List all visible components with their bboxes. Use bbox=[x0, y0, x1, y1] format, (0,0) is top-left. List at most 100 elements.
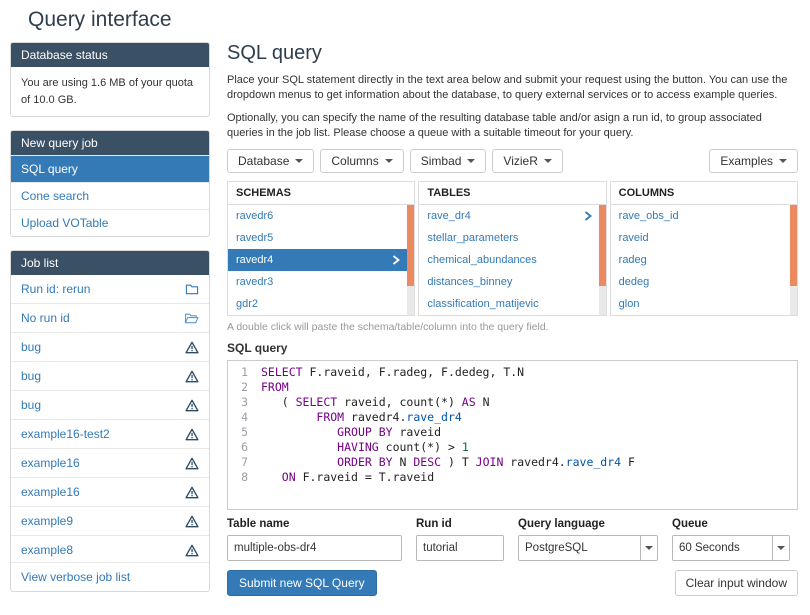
job-link-run-id-rerun[interactable]: Run id: rerun bbox=[21, 282, 90, 296]
job-link-example16[interactable]: example16 bbox=[21, 485, 80, 499]
browser-item-label: ravedr3 bbox=[236, 276, 273, 288]
browser-item-label: gdr2 bbox=[236, 298, 258, 310]
sql-editor[interactable]: 12345678 SELECT F.raveid, F.radeg, F.ded… bbox=[227, 360, 798, 510]
warning-icon bbox=[185, 544, 199, 557]
new-query-job-list: SQL queryCone searchUpload VOTable bbox=[11, 155, 209, 236]
intro-paragraph-1: Place your SQL statement directly in the… bbox=[227, 73, 798, 104]
browser-item-label: radeg bbox=[619, 254, 647, 266]
examples-dropdown[interactable]: Examples bbox=[709, 149, 798, 173]
browser-column-tables: TABLESrave_dr4stellar_parameterschemical… bbox=[418, 181, 606, 316]
vizier-dropdown-label: VizieR bbox=[503, 154, 537, 168]
job-list-item[interactable]: example8 bbox=[11, 535, 209, 562]
warning-icon bbox=[185, 399, 199, 412]
query-language-label: Query language bbox=[518, 518, 658, 530]
main-content: SQL query Place your SQL statement direc… bbox=[227, 42, 798, 596]
browser-column-schemas: SCHEMASravedr6 ravedr5 ravedr4 ravedr3 gdr2 bbox=[227, 181, 415, 316]
browser-item-stellar-parameters[interactable]: stellar_parameters bbox=[419, 227, 605, 249]
browser-item-rave-obs-id[interactable]: rave_obs_id bbox=[611, 205, 797, 227]
job-list-item[interactable]: Run id: rerun bbox=[11, 275, 209, 303]
sidebar-item-sql-query[interactable]: SQL query bbox=[11, 155, 209, 182]
browser-item-label: ravedr5 bbox=[236, 232, 273, 244]
job-list-item[interactable]: bug bbox=[11, 390, 209, 419]
browser-item-distances-binney[interactable]: distances_binney bbox=[419, 271, 605, 293]
submit-query-button[interactable]: Submit new SQL Query bbox=[227, 570, 377, 596]
browser-item-raveid[interactable]: raveid bbox=[611, 227, 797, 249]
job-link-example16-test2[interactable]: example16-test2 bbox=[21, 427, 110, 441]
job-list-item[interactable]: example16 bbox=[11, 477, 209, 506]
database-status-header: Database status bbox=[11, 43, 209, 67]
database-dropdown[interactable]: Database bbox=[227, 149, 314, 173]
browser-item-gdr2[interactable]: gdr2 bbox=[228, 293, 414, 315]
browser-item-rave-dr4[interactable]: rave_dr4 bbox=[419, 205, 605, 227]
table-name-input[interactable] bbox=[227, 535, 402, 561]
line-number-gutter: 12345678 bbox=[228, 361, 254, 509]
browser-item-label: dedeg bbox=[619, 276, 650, 288]
chevron-right-icon bbox=[392, 255, 400, 265]
query-interface-page: Query interface Database status You are … bbox=[0, 0, 810, 605]
job-list: Run id: rerun No run id bug bug bug example16… bbox=[11, 275, 209, 562]
caret-down-icon bbox=[779, 159, 787, 163]
columns-dropdown[interactable]: Columns bbox=[320, 149, 403, 173]
column-scrollbar[interactable] bbox=[407, 205, 414, 315]
browser-item-chemical-abundances[interactable]: chemical_abundances bbox=[419, 249, 605, 271]
job-link-bug[interactable]: bug bbox=[21, 340, 41, 354]
verbose-job-list-link[interactable]: View verbose job list bbox=[21, 570, 130, 584]
column-scrollbar[interactable] bbox=[599, 205, 606, 315]
browser-column-header: SCHEMAS bbox=[228, 182, 414, 205]
folder-open-icon bbox=[184, 312, 199, 324]
query-options-form: Table name Run id Query language Postgre… bbox=[227, 518, 798, 561]
browser-item-ravedr5[interactable]: ravedr5 bbox=[228, 227, 414, 249]
job-list-header: Job list bbox=[11, 251, 209, 275]
run-id-input[interactable] bbox=[416, 535, 504, 561]
browser-item-glon[interactable]: glon bbox=[611, 293, 797, 315]
job-link-bug[interactable]: bug bbox=[21, 369, 41, 383]
caret-down-icon bbox=[467, 159, 475, 163]
queue-field: Queue 60 Seconds bbox=[672, 518, 790, 561]
caret-down-icon bbox=[295, 159, 303, 163]
browser-item-ravedr4[interactable]: ravedr4 bbox=[228, 249, 414, 271]
scrollbar-thumb[interactable] bbox=[790, 205, 797, 286]
browser-item-label: chemical_abundances bbox=[427, 254, 536, 266]
browser-item-classification-matijevic[interactable]: classification_matijevic bbox=[419, 293, 605, 315]
new-query-job-header: New query job bbox=[11, 131, 209, 155]
warning-icon bbox=[185, 515, 199, 528]
job-link-example8[interactable]: example8 bbox=[21, 543, 73, 557]
caret-down-icon bbox=[544, 159, 552, 163]
job-link-example9[interactable]: example9 bbox=[21, 514, 73, 528]
queue-select[interactable]: 60 Seconds bbox=[672, 535, 790, 561]
browser-item-radeg[interactable]: radeg bbox=[611, 249, 797, 271]
job-list-item[interactable]: example9 bbox=[11, 506, 209, 535]
simbad-dropdown[interactable]: Simbad bbox=[410, 149, 487, 173]
dropdown-toolbar: DatabaseColumns Simbad VizieR Examples bbox=[227, 149, 798, 173]
schema-browser: SCHEMASravedr6 ravedr5 ravedr4 ravedr3 gdr2 T… bbox=[227, 181, 798, 316]
browser-item-ravedr3[interactable]: ravedr3 bbox=[228, 271, 414, 293]
job-link-bug[interactable]: bug bbox=[21, 398, 41, 412]
queue-value: 60 Seconds bbox=[679, 542, 740, 554]
double-click-hint: A double click will paste the schema/tab… bbox=[227, 321, 798, 333]
browser-item-label: ravedr4 bbox=[236, 254, 273, 266]
job-list-item[interactable]: bug bbox=[11, 361, 209, 390]
column-scrollbar[interactable] bbox=[790, 205, 797, 315]
sidebar-item-upload-votable[interactable]: Upload VOTable bbox=[11, 209, 209, 236]
vizier-dropdown[interactable]: VizieR bbox=[492, 149, 562, 173]
browser-item-ravedr6[interactable]: ravedr6 bbox=[228, 205, 414, 227]
code-area[interactable]: SELECT F.raveid, F.radeg, F.dedeg, T.NFR… bbox=[254, 361, 635, 509]
clear-input-button[interactable]: Clear input window bbox=[675, 570, 798, 596]
code-line: SELECT F.raveid, F.radeg, F.dedeg, T.N bbox=[261, 365, 635, 380]
query-language-select[interactable]: PostgreSQL bbox=[518, 535, 658, 561]
scrollbar-thumb[interactable] bbox=[599, 205, 606, 286]
job-list-item[interactable]: example16-test2 bbox=[11, 419, 209, 448]
job-link-example16[interactable]: example16 bbox=[21, 456, 80, 470]
quota-text: You are using 1.6 MB of your quota of 10… bbox=[11, 67, 209, 116]
job-list-item[interactable]: example16 bbox=[11, 448, 209, 477]
scrollbar-thumb[interactable] bbox=[407, 205, 414, 286]
sidebar-item-cone-search[interactable]: Cone search bbox=[11, 182, 209, 209]
database-status-panel: Database status You are using 1.6 MB of … bbox=[10, 42, 210, 117]
job-list-item[interactable]: bug bbox=[11, 332, 209, 361]
browser-item-dedeg[interactable]: dedeg bbox=[611, 271, 797, 293]
page-title: Query interface bbox=[28, 8, 798, 32]
job-link-no-run-id[interactable]: No run id bbox=[21, 311, 70, 325]
toolbar-left: DatabaseColumns Simbad VizieR bbox=[227, 149, 563, 173]
sidebar: Database status You are using 1.6 MB of … bbox=[10, 42, 210, 605]
job-list-item[interactable]: No run id bbox=[11, 303, 209, 332]
